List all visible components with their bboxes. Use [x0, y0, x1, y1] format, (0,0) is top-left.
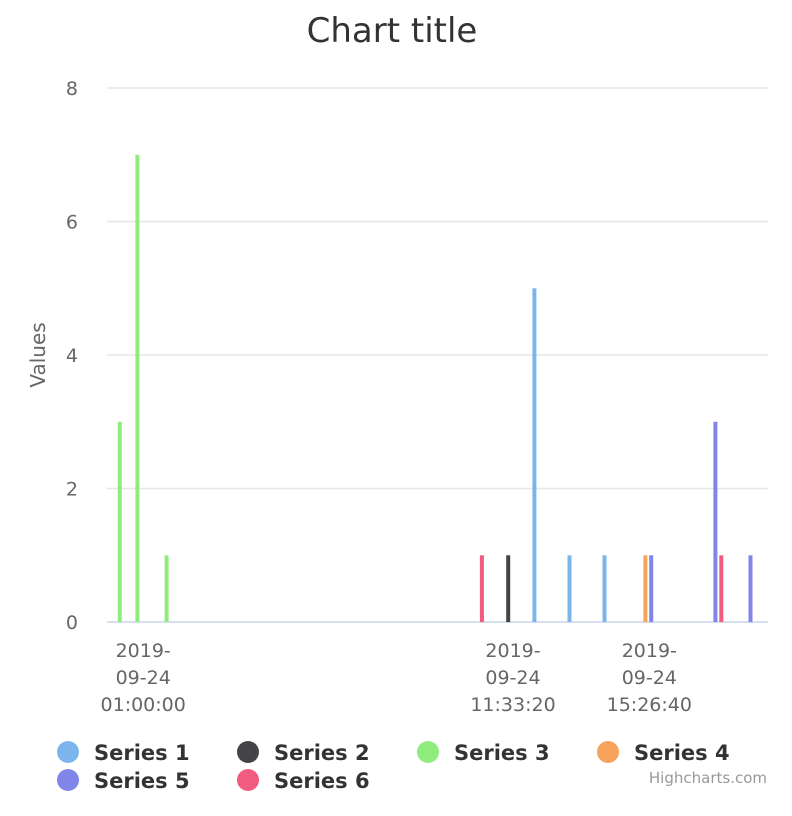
legend-marker [57, 741, 79, 763]
bar[interactable] [135, 154, 140, 623]
x-tick-label-line: 09-24 [485, 667, 540, 689]
y-tick-label: 0 [66, 612, 78, 634]
y-tick-label: 8 [66, 78, 78, 100]
grid: 0 2 4 6 8 [66, 78, 768, 634]
x-tick-label-line: 2019- [116, 640, 171, 662]
legend-marker [237, 741, 259, 763]
x-tick-label: 2019- 09-24 11:33:20 [470, 640, 555, 716]
bar[interactable] [164, 555, 169, 623]
legend-label: Series 3 [454, 741, 550, 765]
credits-link[interactable]: Highcharts.com [649, 769, 767, 787]
legend: Series 1 Series 2 Series 3 Series 4 Series 5… [57, 741, 730, 793]
legend-label: Series 1 [94, 741, 190, 765]
legend-marker [237, 769, 259, 791]
x-tick-label-line: 2019- [622, 640, 677, 662]
bar[interactable] [506, 555, 511, 623]
y-axis-label: Values [26, 322, 50, 387]
bar[interactable] [602, 555, 607, 623]
legend-label: Series 5 [94, 769, 190, 793]
y-tick-label: 4 [66, 345, 78, 367]
legend-item[interactable]: Series 6 [237, 769, 370, 793]
legend-item[interactable]: Series 5 [57, 769, 190, 793]
x-tick-label-line: 09-24 [622, 667, 677, 689]
bar[interactable] [643, 555, 648, 623]
bar[interactable] [719, 555, 724, 623]
chart-title: Chart title [307, 11, 478, 51]
legend-item[interactable]: Series 1 [57, 741, 190, 765]
x-tick-label-line: 2019- [485, 640, 540, 662]
x-axis-labels: 2019-09-2401:00:002019-09-2411:33:202019… [101, 640, 692, 716]
x-tick-label: 2019- 09-24 01:00:00 [101, 640, 186, 716]
bar[interactable] [748, 555, 753, 623]
bar[interactable] [479, 555, 484, 623]
x-tick-label: 2019- 09-24 15:26:40 [607, 640, 692, 716]
legend-label: Series 2 [274, 741, 370, 765]
x-tick-label-line: 01:00:00 [101, 694, 186, 716]
legend-item[interactable]: Series 3 [417, 741, 550, 765]
x-tick-label-line: 09-24 [116, 667, 171, 689]
legend-marker [597, 741, 619, 763]
legend-item[interactable]: Series 2 [237, 741, 370, 765]
x-tick-label-line: 11:33:20 [470, 694, 555, 716]
bar[interactable] [117, 421, 122, 623]
plot-area [117, 154, 753, 623]
bar[interactable] [567, 555, 572, 623]
y-tick-label: 6 [66, 212, 78, 234]
y-tick-label: 2 [66, 479, 78, 501]
bar[interactable] [649, 555, 654, 623]
legend-item[interactable]: Series 4 [597, 741, 730, 765]
x-tick-label-line: 15:26:40 [607, 694, 692, 716]
legend-marker [57, 769, 79, 791]
bar[interactable] [713, 421, 718, 623]
legend-marker [417, 741, 439, 763]
legend-label: Series 4 [634, 741, 730, 765]
legend-label: Series 6 [274, 769, 370, 793]
bar[interactable] [532, 288, 537, 623]
